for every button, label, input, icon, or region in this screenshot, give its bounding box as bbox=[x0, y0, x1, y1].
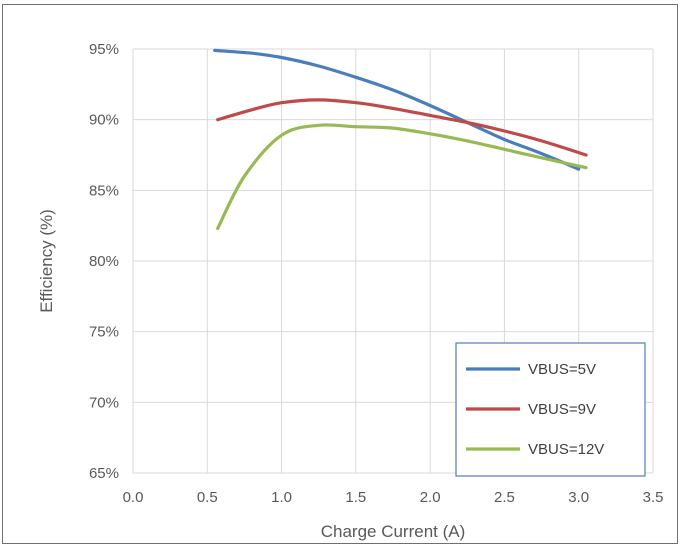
x-axis-title: Charge Current (A) bbox=[321, 522, 466, 541]
x-tick-label: 0.5 bbox=[197, 489, 218, 506]
x-tick-label: 3.5 bbox=[643, 489, 664, 506]
y-tick-label: 75% bbox=[89, 324, 119, 341]
legend-label: VBUS=9V bbox=[528, 401, 596, 418]
x-tick-label: 2.5 bbox=[494, 489, 515, 506]
series-line-vbus-12v bbox=[216, 123, 588, 231]
y-axis-title: Efficiency (%) bbox=[37, 209, 56, 313]
y-tick-label: 85% bbox=[89, 182, 119, 199]
y-tick-label: 65% bbox=[89, 465, 119, 482]
gridlines bbox=[132, 48, 654, 474]
x-tick-labels: 0.0 0.5 1.0 1.5 2.0 2.5 3.0 3.5 bbox=[123, 489, 664, 506]
y-tick-label: 90% bbox=[89, 112, 119, 129]
series-line-vbus-9v bbox=[216, 98, 588, 157]
legend-label: VBUS=12V bbox=[528, 441, 604, 458]
legend-label: VBUS=5V bbox=[528, 361, 596, 378]
y-tick-labels: 65% 70% 75% 80% 85% 90% 95% bbox=[89, 41, 119, 482]
x-tick-label: 1.0 bbox=[271, 489, 292, 506]
y-tick-label: 80% bbox=[89, 253, 119, 270]
legend-items: VBUS=5V VBUS=9V VBUS=12V bbox=[466, 361, 604, 458]
y-tick-label: 70% bbox=[89, 394, 119, 411]
x-tick-label: 1.5 bbox=[345, 489, 366, 506]
x-tick-label: 0.0 bbox=[123, 489, 144, 506]
y-tick-label: 95% bbox=[89, 41, 119, 58]
x-tick-label: 3.0 bbox=[568, 489, 589, 506]
legend: VBUS=5V VBUS=9V VBUS=12V bbox=[455, 342, 646, 477]
series-lines bbox=[213, 48, 588, 231]
x-tick-label: 2.0 bbox=[420, 489, 441, 506]
series-line-vbus-5v bbox=[213, 48, 581, 171]
